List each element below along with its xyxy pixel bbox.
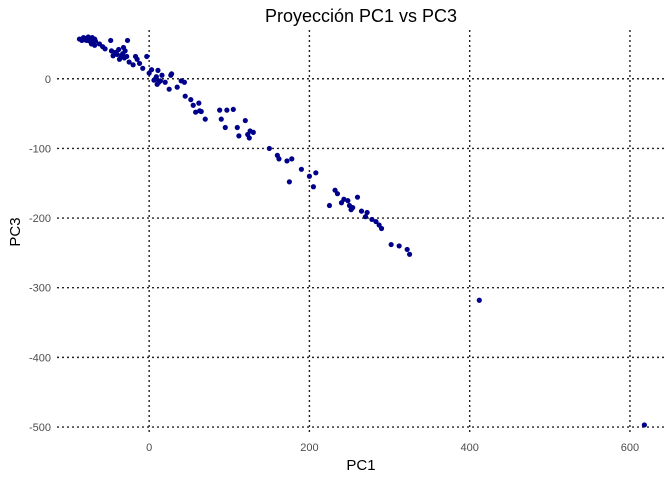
- y-axis-title: PC3: [7, 217, 24, 246]
- data-point: [250, 129, 256, 135]
- data-point: [364, 209, 370, 216]
- data-point: [114, 51, 120, 57]
- data-point: [108, 37, 114, 44]
- data-point: [144, 53, 150, 60]
- data-point: [341, 196, 347, 202]
- data-point: [369, 216, 375, 223]
- data-point: [310, 184, 317, 190]
- data-point: [182, 93, 188, 99]
- x-tick-label: 400: [460, 442, 478, 454]
- data-point: [388, 241, 394, 248]
- x-axis-ticks: 0 200 400 600: [146, 442, 639, 454]
- data-point: [378, 225, 385, 232]
- data-point: [306, 173, 313, 179]
- data-point: [196, 100, 202, 106]
- data-point: [136, 60, 143, 67]
- data-point: [406, 251, 413, 257]
- data-point: [354, 194, 361, 200]
- y-tick-label: 0: [45, 74, 51, 86]
- data-point: [286, 179, 292, 185]
- data-point: [153, 74, 159, 80]
- data-point: [122, 48, 128, 54]
- data-point: [202, 116, 208, 122]
- data-point: [230, 106, 236, 113]
- data-point: [92, 38, 99, 44]
- data-point: [350, 205, 356, 211]
- data-point: [134, 56, 140, 62]
- y-tick-label: -300: [29, 283, 51, 295]
- data-point: [289, 156, 295, 162]
- data-point: [362, 214, 369, 220]
- data-point: [266, 145, 272, 152]
- data-point: [246, 135, 252, 141]
- y-tick-label: -400: [29, 352, 51, 364]
- data-point: [222, 124, 228, 131]
- data-point: [155, 67, 161, 73]
- data-point: [157, 78, 163, 84]
- data-point: [166, 86, 172, 92]
- data-point: [174, 84, 180, 90]
- data-point: [193, 109, 199, 115]
- data-point: [181, 79, 188, 85]
- x-axis-title: PC1: [346, 457, 375, 474]
- data-point: [224, 107, 230, 113]
- x-tick-label: 0: [146, 442, 152, 454]
- y-axis-ticks: 0 -100 -200 -300 -400 -500: [29, 74, 51, 434]
- data-point: [641, 422, 647, 428]
- grid: [57, 30, 666, 434]
- data-point: [313, 170, 319, 176]
- data-point: [168, 71, 175, 77]
- data-point: [284, 158, 290, 164]
- data-point: [188, 97, 194, 103]
- data-point: [242, 117, 248, 124]
- data-point: [116, 46, 122, 53]
- data-point: [159, 72, 165, 78]
- data-point: [276, 156, 282, 162]
- data-point: [140, 65, 146, 71]
- y-tick-label: -500: [29, 422, 51, 434]
- data-point: [396, 243, 402, 249]
- data-point: [218, 116, 224, 122]
- data-point: [198, 108, 204, 115]
- data-point: [124, 53, 130, 60]
- data-point: [102, 46, 108, 52]
- data-point: [130, 62, 136, 68]
- x-tick-label: 200: [300, 442, 318, 454]
- y-tick-label: -100: [29, 143, 51, 155]
- x-tick-label: 600: [621, 442, 639, 454]
- data-point: [373, 218, 379, 225]
- data-point: [162, 79, 168, 85]
- data-point: [298, 166, 305, 172]
- data-point: [217, 107, 223, 113]
- data-point: [334, 191, 341, 197]
- data-point: [345, 198, 351, 204]
- data-point: [108, 48, 115, 54]
- data-point: [124, 37, 131, 44]
- y-tick-label: -200: [29, 213, 51, 225]
- data-point: [326, 202, 333, 209]
- data-points: [76, 34, 647, 428]
- data-point: [190, 102, 196, 108]
- data-point: [404, 246, 410, 253]
- data-point: [236, 133, 242, 139]
- data-point: [234, 124, 240, 131]
- data-point: [476, 297, 482, 303]
- chart-title: Proyección PC1 vs PC3: [265, 6, 457, 26]
- data-point: [358, 208, 365, 214]
- data-point: [126, 59, 132, 65]
- data-point: [92, 42, 98, 48]
- data-point: [148, 67, 155, 73]
